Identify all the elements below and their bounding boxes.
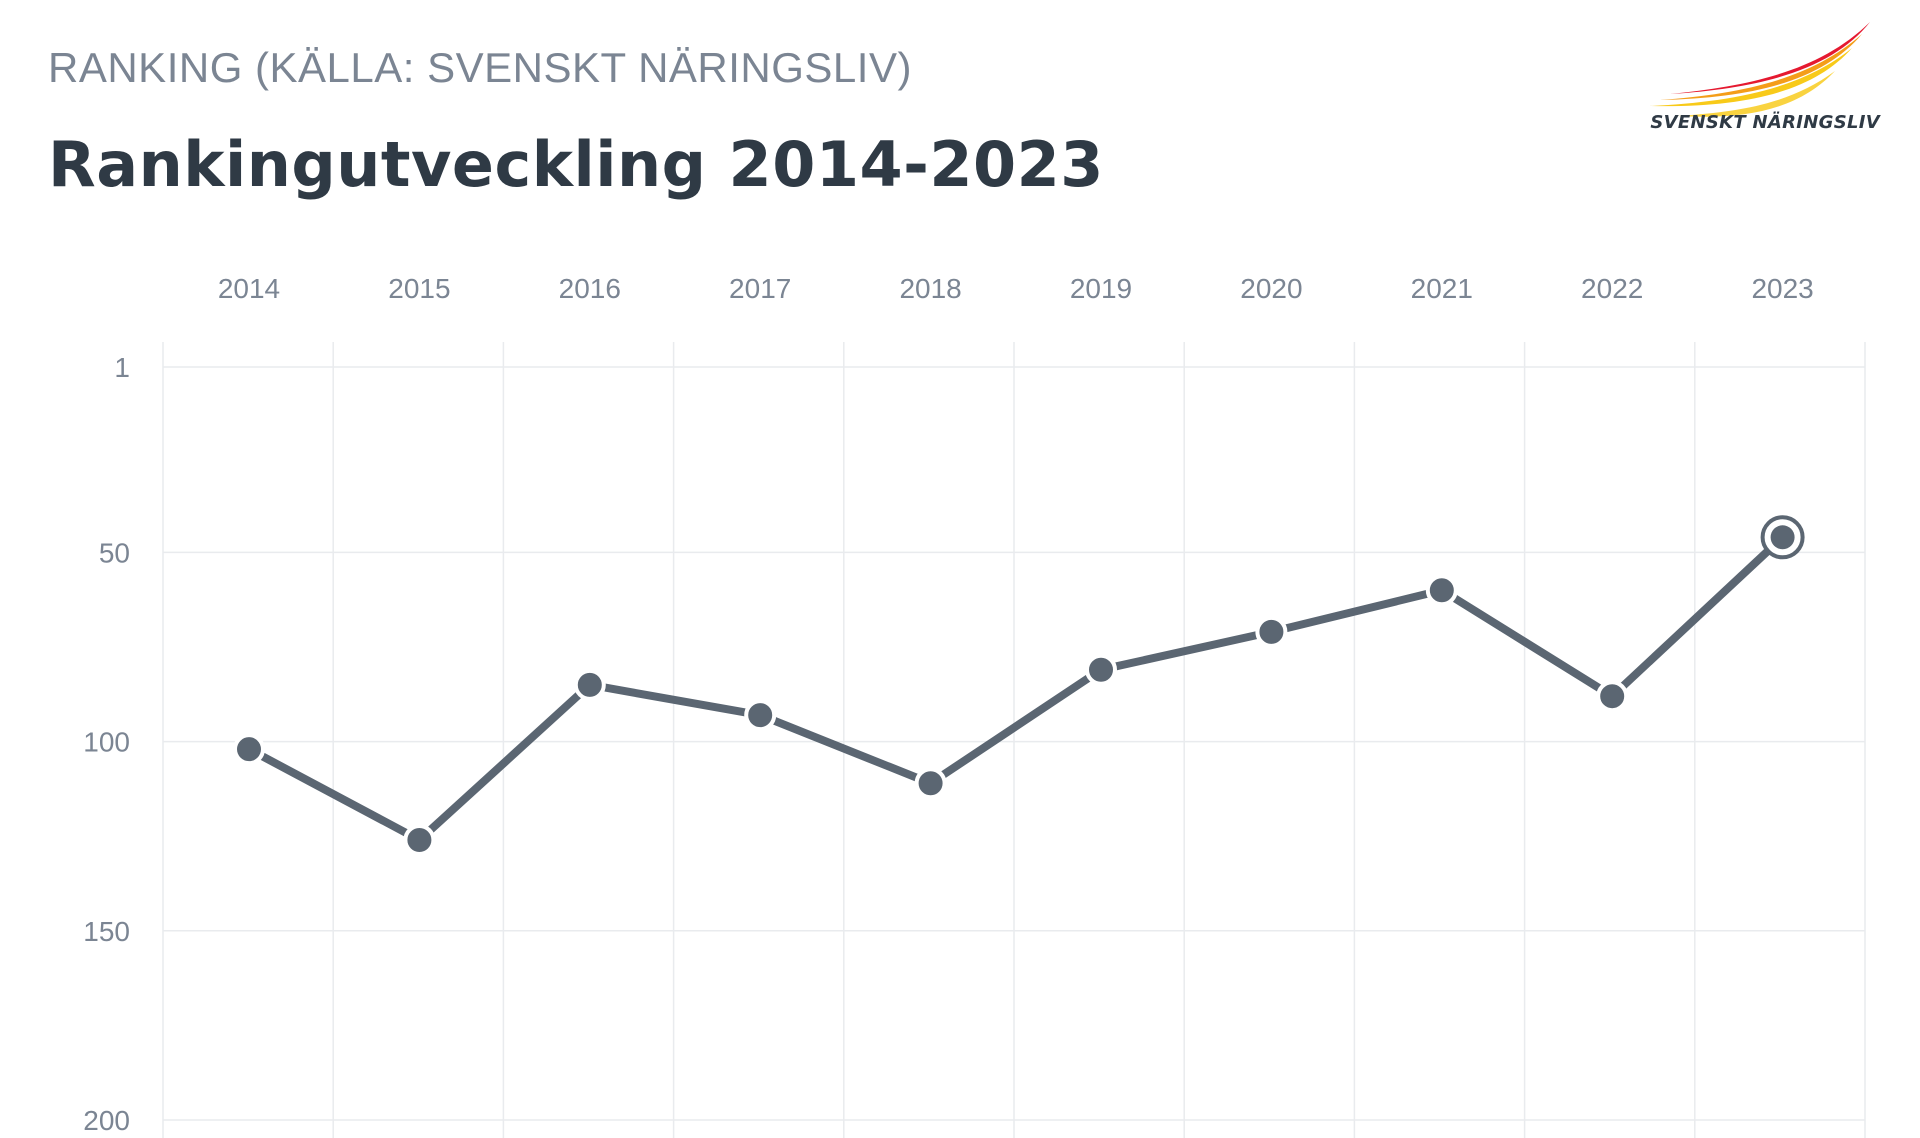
data-point [744, 699, 777, 732]
x-tick-label: 2022 [1581, 273, 1643, 304]
x-tick-label: 2023 [1751, 273, 1813, 304]
data-point [1770, 525, 1795, 550]
x-tick-label: 2018 [899, 273, 961, 304]
y-tick-label: 1 [114, 352, 130, 383]
x-tick-label: 2019 [1070, 273, 1132, 304]
y-tick-label: 100 [83, 727, 130, 758]
data-point [1596, 680, 1629, 713]
chart-kicker: RANKING (KÄLLA: SVENSKT NÄRINGSLIV) [48, 44, 912, 91]
data-point [1085, 653, 1117, 686]
y-tick-label: 200 [83, 1105, 130, 1136]
logo-text: SVENSKT NÄRINGSLIV [1650, 112, 1880, 133]
data-point [233, 733, 265, 766]
x-tick-label: 2014 [218, 273, 280, 304]
y-tick-label: 150 [83, 916, 130, 947]
data-point [914, 767, 947, 800]
chart-title: Rankingutveckling 2014-2023 [48, 128, 1104, 201]
svenskt-naringsliv-logo [1650, 22, 1870, 117]
x-tick-label: 2021 [1411, 273, 1473, 304]
y-tick-label: 50 [99, 537, 130, 568]
x-tick-label: 2015 [388, 273, 450, 304]
x-tick-label: 2020 [1240, 273, 1302, 304]
x-tick-label: 2016 [559, 273, 621, 304]
data-point [573, 668, 606, 701]
x-tick-label: 2017 [729, 273, 791, 304]
data-point [403, 823, 436, 856]
series-line [245, 533, 1787, 844]
data-point [1255, 615, 1288, 648]
data-point [1425, 574, 1458, 607]
